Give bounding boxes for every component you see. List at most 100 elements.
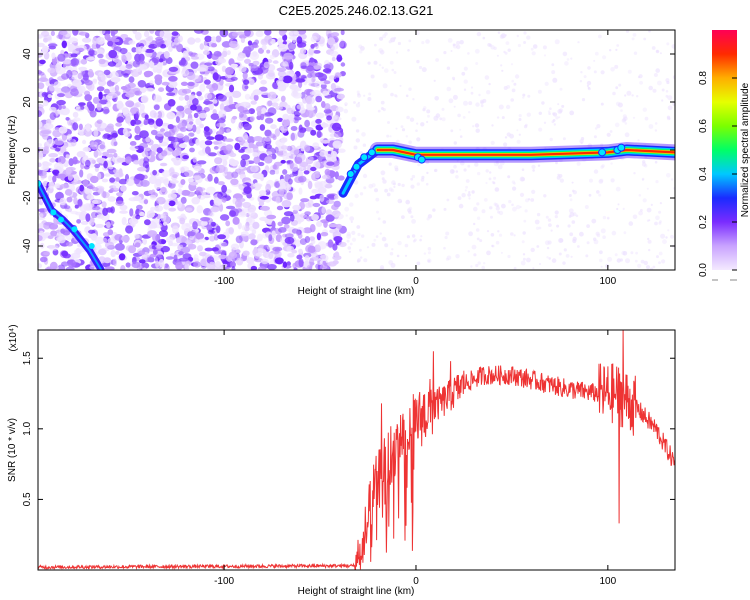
- noise-blob: [334, 213, 344, 220]
- noise-blob: [281, 200, 292, 208]
- noise-blob: [105, 266, 115, 270]
- noise-speckle: [618, 83, 622, 87]
- noise-blob: [38, 34, 43, 39]
- noise-speckle: [523, 41, 527, 44]
- noise-blob: [321, 174, 331, 180]
- noise-speckle: [474, 162, 479, 167]
- y-tick-label: -20: [22, 190, 33, 205]
- noise-speckle: [380, 100, 385, 105]
- noise-speckle: [662, 239, 667, 245]
- noise-blob: [154, 74, 163, 81]
- noise-speckle: [596, 124, 601, 129]
- noise-speckle: [557, 109, 563, 114]
- noise-speckle: [421, 41, 425, 45]
- noise-speckle: [421, 67, 427, 73]
- noise-blob: [255, 30, 264, 38]
- noise-speckle: [408, 87, 412, 91]
- noise-blob: [72, 49, 78, 55]
- noise-speckle: [493, 161, 499, 167]
- noise-speckle: [446, 255, 452, 261]
- noise-blob: [215, 267, 224, 270]
- noise-blob: [139, 211, 145, 217]
- noise-speckle: [585, 254, 589, 258]
- noise-speckle: [407, 208, 412, 213]
- noise-blob: [294, 239, 301, 247]
- noise-speckle: [375, 197, 380, 202]
- noise-blob: [275, 196, 281, 204]
- noise-speckle: [622, 114, 627, 119]
- noise-blob: [230, 178, 239, 186]
- noise-speckle: [616, 207, 619, 211]
- noise-speckle: [408, 39, 412, 43]
- noise-speckle: [579, 80, 583, 83]
- noise-speckle: [554, 210, 559, 215]
- track-early-dot: [88, 243, 95, 249]
- noise-blob: [239, 173, 246, 178]
- noise-blob: [66, 69, 73, 79]
- noise-speckle: [598, 179, 604, 184]
- noise-blob: [310, 129, 317, 136]
- noise-blob: [221, 65, 227, 73]
- noise-speckle: [393, 36, 397, 40]
- noise-speckle: [381, 66, 384, 70]
- noise-blob: [299, 48, 307, 55]
- noise-speckle: [505, 41, 510, 45]
- noise-blob: [41, 91, 48, 98]
- noise-blob: [175, 262, 184, 270]
- noise-speckle: [468, 101, 473, 106]
- colorbar-tick-label: 0.6: [698, 119, 709, 133]
- noise-blob: [82, 147, 92, 152]
- noise-blob: [275, 181, 280, 188]
- noise-blob: [112, 258, 117, 267]
- noise-blob: [196, 195, 206, 200]
- figure-title: C2E5.2025.246.02.13.G21: [279, 3, 434, 18]
- noise-blob: [177, 188, 183, 196]
- noise-blob: [218, 254, 227, 260]
- snr-frame: [37, 329, 676, 571]
- noise-blob: [50, 30, 56, 37]
- noise-speckle: [584, 205, 589, 209]
- noise-speckle: [376, 210, 379, 214]
- noise-speckle: [539, 263, 541, 265]
- noise-blob: [282, 113, 290, 120]
- noise-blob: [99, 30, 106, 35]
- noise-speckle: [622, 207, 625, 210]
- noise-speckle: [647, 239, 652, 244]
- noise-blob: [123, 73, 129, 78]
- noise-blob: [268, 234, 273, 242]
- noise-speckle: [535, 226, 540, 230]
- noise-blob: [38, 151, 44, 160]
- noise-blob: [290, 132, 295, 141]
- noise-blob: [289, 61, 294, 70]
- noise-blob: [259, 124, 266, 131]
- noise-blob: [253, 94, 259, 101]
- noise-blob: [119, 66, 127, 72]
- noise-speckle: [538, 111, 542, 116]
- noise-blob: [125, 225, 134, 234]
- noise-blob: [49, 112, 57, 120]
- noise-speckle: [465, 179, 470, 183]
- noise-speckle: [646, 219, 650, 222]
- noise-blob: [300, 145, 305, 152]
- noise-speckle: [555, 161, 558, 165]
- noise-speckle: [425, 182, 429, 186]
- noise-speckle: [532, 267, 535, 270]
- noise-blob: [282, 118, 291, 127]
- noise-blob: [228, 84, 235, 93]
- noise-blob: [282, 261, 288, 269]
- noise-speckle: [658, 210, 662, 214]
- noise-speckle: [373, 60, 378, 65]
- noise-blob: [70, 58, 80, 66]
- noise-blob: [59, 30, 68, 36]
- noise-speckle: [485, 181, 488, 185]
- noise-speckle: [648, 124, 654, 129]
- noise-blob: [136, 204, 143, 210]
- noise-speckle: [558, 252, 562, 256]
- noise-blob: [323, 64, 331, 69]
- noise-blob: [240, 158, 247, 168]
- noise-blob: [299, 161, 309, 168]
- noise-blob: [113, 152, 118, 158]
- noise-blob: [229, 152, 237, 158]
- noise-blob: [304, 236, 311, 243]
- noise-blob: [168, 66, 179, 72]
